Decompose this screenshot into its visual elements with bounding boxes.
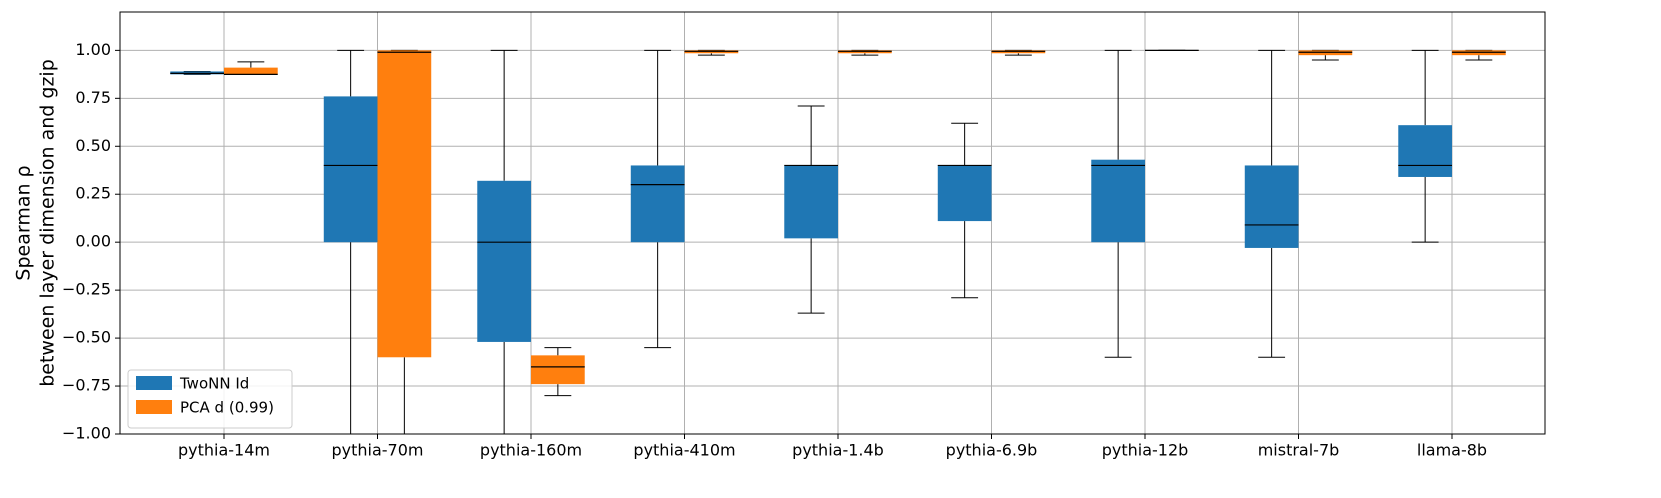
y-tick-label: 0.25 — [75, 184, 111, 203]
plot-frame — [119, 11, 1546, 435]
box — [224, 67, 278, 75]
x-tick-label: pythia-14m — [178, 441, 270, 460]
y-tick-label: −0.50 — [62, 328, 111, 347]
box — [323, 96, 378, 243]
box — [937, 165, 992, 222]
box — [1091, 159, 1145, 243]
box — [531, 355, 585, 385]
x-tick-label: pythia-6.9b — [946, 441, 1038, 460]
y-axis-label: Spearman ρ — [13, 165, 35, 280]
y-tick-label: −1.00 — [62, 424, 111, 443]
box — [477, 180, 531, 342]
y-tick-label: 1.00 — [75, 40, 111, 59]
y-axis-label: between layer dimension and gzip — [37, 59, 59, 387]
x-tick-label: mistral-7b — [1258, 441, 1340, 460]
legend-label: TwoNN Id — [179, 375, 249, 393]
box — [630, 165, 685, 243]
x-tick-label: pythia-12b — [1102, 441, 1189, 460]
legend-swatch — [136, 400, 172, 414]
y-tick-label: 0.00 — [75, 232, 111, 251]
box — [377, 50, 432, 358]
y-tick-label: −0.75 — [62, 376, 111, 395]
box — [1244, 165, 1299, 248]
box — [1398, 125, 1452, 177]
x-tick-label: pythia-70m — [331, 441, 423, 460]
y-tick-label: 0.50 — [75, 136, 111, 155]
box — [784, 165, 838, 239]
x-tick-label: pythia-160m — [480, 441, 582, 460]
x-tick-label: pythia-410m — [633, 441, 735, 460]
legend-swatch — [136, 376, 172, 390]
x-tick-label: pythia-1.4b — [792, 441, 884, 460]
y-tick-label: −0.25 — [62, 280, 111, 299]
x-tick-label: llama-8b — [1417, 441, 1487, 460]
y-tick-label: 0.75 — [75, 88, 111, 107]
legend-label: PCA d (0.99) — [180, 399, 274, 417]
